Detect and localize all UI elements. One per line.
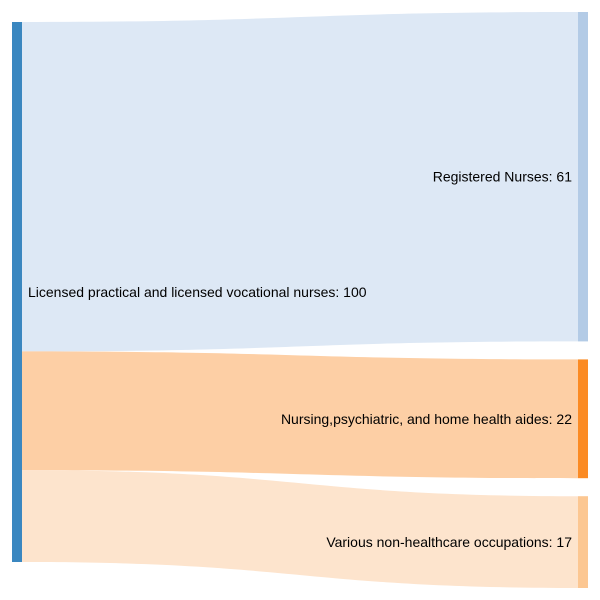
source-node-label: Licensed practical and licensed vocation…: [28, 284, 367, 300]
target-label-various-non-healthcare-occupations: Various non-healthcare occupations: 17: [326, 534, 572, 550]
target-label-nursing-psychiatric-and-home-health-aides: Nursing,psychiatric, and home health aid…: [281, 411, 572, 427]
link-various-non-healthcare-occupations: [22, 470, 578, 588]
link-registered-nurses: [22, 12, 578, 352]
target-node-nursing-psychiatric-and-home-health-aides: [578, 359, 588, 479]
target-nodes: [578, 12, 588, 588]
sankey-links: [22, 12, 578, 588]
target-node-various-non-healthcare-occupations: [578, 496, 588, 588]
target-node-registered-nurses: [578, 12, 588, 342]
target-labels: Registered Nurses: 61 Nursing,psychiatric…: [281, 169, 572, 550]
link-nursing-psychiatric-and-home-health-aides: [22, 351, 578, 479]
source-node: [12, 22, 22, 562]
target-label-registered-nurses: Registered Nurses: 61: [433, 169, 573, 185]
